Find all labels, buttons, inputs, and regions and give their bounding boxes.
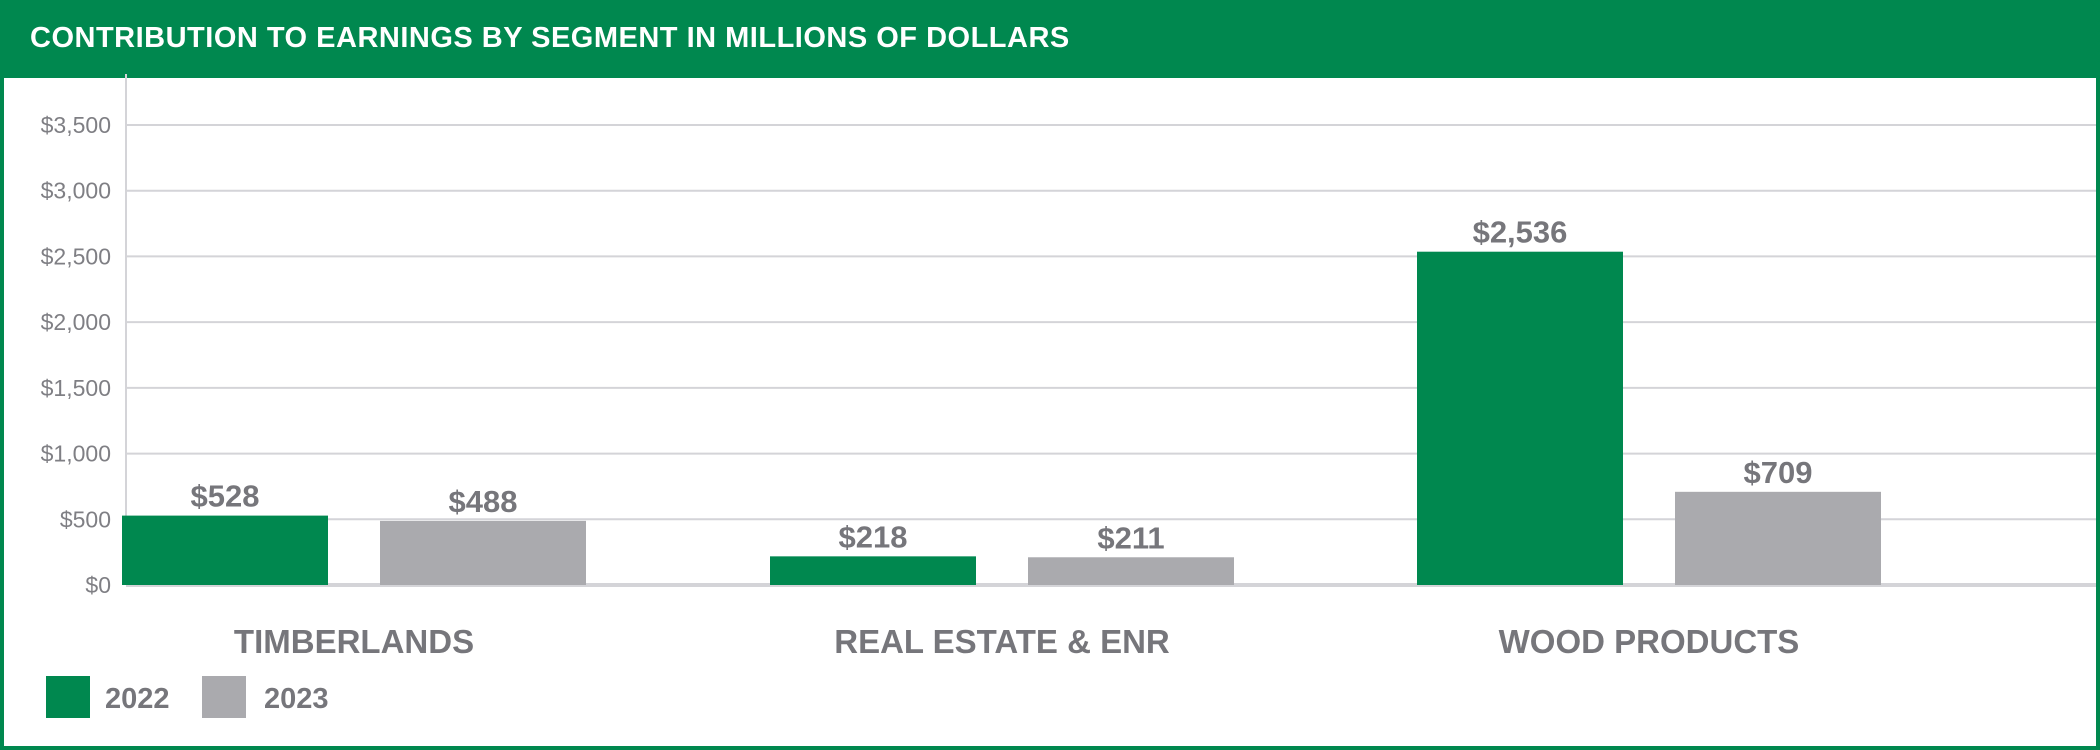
y-tick-label: $0 <box>85 572 111 598</box>
value-label-2023-0: $488 <box>449 484 518 519</box>
y-tick-label: $1,000 <box>41 441 111 467</box>
value-labels: $528 $218 $2,536 $488 $211 $709 <box>191 215 1813 556</box>
category-label: TIMBERLANDS <box>234 623 474 660</box>
title-bar: CONTRIBUTION TO EARNINGS BY SEGMENT IN M… <box>4 4 2100 78</box>
category-labels: TIMBERLANDS REAL ESTATE & ENR WOOD PRODUCT… <box>234 623 1799 660</box>
value-label-2022-1: $218 <box>839 519 908 554</box>
bars <box>122 251 1881 585</box>
value-label-2022-2: $2,536 <box>1473 215 1568 250</box>
value-label-2023-1: $211 <box>1097 520 1164 555</box>
chart-title: CONTRIBUTION TO EARNINGS BY SEGMENT IN M… <box>30 22 1070 54</box>
y-tick-label: $2,500 <box>41 243 111 269</box>
bar-2022-2 <box>1417 251 1623 585</box>
value-label-2023-2: $709 <box>1744 455 1813 490</box>
legend: 2022 2023 <box>46 676 329 718</box>
bar-2023-1 <box>1028 557 1234 585</box>
legend-label-2023: 2023 <box>264 683 329 715</box>
y-axis-ticks: $0 $500 $1,000 $1,500 $2,000 $2,500 $3,000 $3,5… <box>41 112 111 598</box>
y-tick-label: $3,500 <box>41 112 111 138</box>
legend-swatch-2023 <box>202 676 246 718</box>
y-tick-label: $3,000 <box>41 178 111 204</box>
category-label: WOOD PRODUCTS <box>1499 623 1800 660</box>
bar-2023-0 <box>380 520 586 585</box>
y-tick-label: $2,000 <box>41 309 111 335</box>
category-label: REAL ESTATE & ENR <box>834 623 1170 660</box>
y-tick-label: $500 <box>60 506 111 532</box>
legend-label-2022: 2022 <box>105 683 170 715</box>
bar-2022-0 <box>122 515 328 585</box>
y-tick-label: $1,500 <box>41 375 111 401</box>
value-label-2022-0: $528 <box>191 479 260 514</box>
legend-swatch-2022 <box>46 676 90 718</box>
bar-2023-2 <box>1675 491 1881 585</box>
bar-2022-1 <box>770 556 976 585</box>
